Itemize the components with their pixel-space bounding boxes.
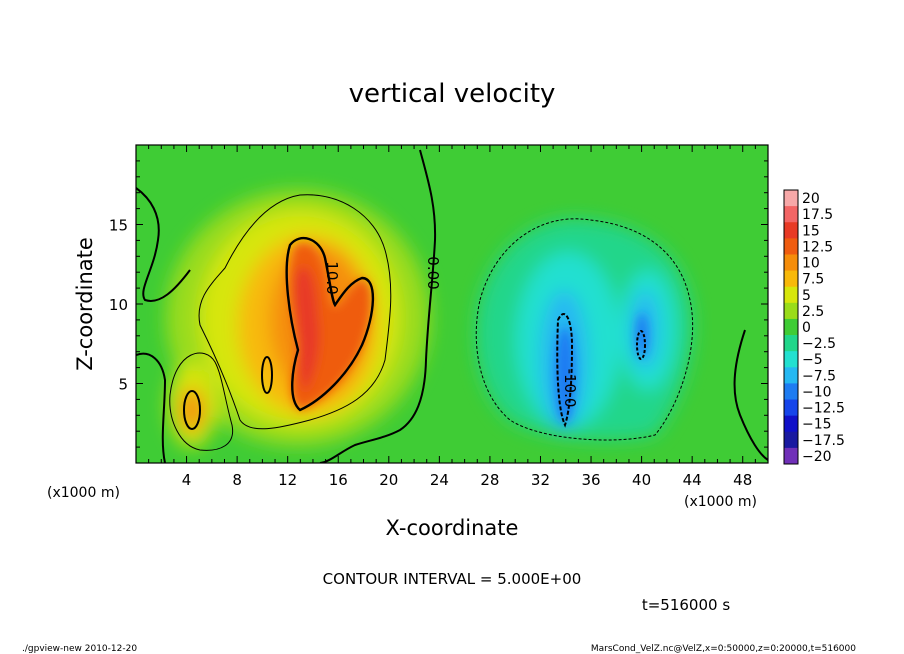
colorbar-swatch — [784, 206, 798, 223]
x-tick-label: 16 — [329, 471, 348, 489]
colorbar: 2017.51512.5107.552.50−2.5−5−7.5−10−12.5… — [783, 189, 845, 465]
colorbar-label: −10 — [802, 384, 832, 400]
updraft-15 — [294, 267, 320, 392]
contour-label: 10.0 — [323, 261, 341, 294]
chart-title: vertical velocity — [349, 79, 556, 109]
colorbar-swatch — [784, 431, 798, 449]
colorbar-swatch — [784, 399, 798, 417]
velocity-field — [136, 145, 768, 463]
x-tick-label: 28 — [480, 471, 499, 489]
x-tick-label: 36 — [581, 471, 600, 489]
colorbar-label: −5 — [802, 352, 823, 368]
colorbar-label: −2.5 — [802, 336, 836, 352]
colorbar-label: 17.5 — [802, 207, 833, 223]
colorbar-label: −15 — [802, 417, 832, 433]
downdraft-region — [476, 218, 693, 440]
colorbar-swatch — [784, 238, 798, 255]
colorbar-frame — [783, 189, 799, 465]
colorbar-swatch — [784, 270, 798, 288]
colorbar-swatch — [784, 318, 798, 336]
colorbar-swatch — [784, 351, 798, 368]
contour-label: -10.0 — [561, 369, 579, 408]
contour-interval-text: CONTOUR INTERVAL = 5.000E+00 — [323, 570, 582, 588]
colorbar-swatch — [784, 254, 798, 271]
contour-minus10-east — [636, 330, 646, 360]
x-unit-label-left: (x1000 m) — [47, 485, 120, 501]
y-axis-title: Z-coordinate — [73, 237, 97, 371]
colorbar-label: 5 — [802, 288, 811, 304]
colorbar-swatch — [784, 447, 798, 465]
contour-zero-east — [733, 329, 768, 461]
y-tick-label: 10 — [109, 296, 128, 314]
contour-label-group: 10.0 0.00 -10.0 — [323, 256, 579, 407]
footer-right: MarsCond_VelZ.nc@VelZ,x=0:50000,z=0:2000… — [591, 644, 856, 654]
colorbar-swatch — [784, 367, 798, 384]
colorbar-label: −17.5 — [802, 433, 845, 449]
colorbar-label: −20 — [802, 449, 832, 465]
x-tick-label: 44 — [683, 471, 702, 489]
colorbar-label: 15 — [802, 223, 820, 239]
colorbar-label: 7.5 — [802, 272, 824, 288]
colorbar-swatch — [784, 222, 798, 239]
colorbar-label: −7.5 — [802, 368, 836, 384]
contour-plus10-sliver — [261, 356, 273, 394]
contour-zero-main — [319, 149, 437, 463]
colorbar-label: 20 — [802, 191, 820, 207]
colorbar-swatch — [784, 335, 798, 352]
y-tick-label: 5 — [118, 376, 128, 394]
x-tick-label: 32 — [531, 471, 550, 489]
x-tick-label: 40 — [632, 471, 651, 489]
colorbar-label: 0 — [802, 320, 811, 336]
x-unit-label-right: (x1000 m) — [684, 494, 757, 510]
x-tick-label: 48 — [733, 471, 752, 489]
contour-plus10 — [285, 236, 375, 412]
x-axis-title: X-coordinate — [386, 516, 519, 540]
colorbar-swatch — [784, 286, 798, 304]
x-axis-ticks: 4 8 12 16 20 24 28 32 36 40 44 48 — [148, 145, 756, 489]
colorbar-swatch — [784, 415, 798, 433]
colorbar-swatch — [784, 302, 798, 320]
contour-plus5-small — [169, 352, 234, 451]
x-tick-label: 24 — [430, 471, 449, 489]
contour-minus5 — [475, 218, 694, 441]
contour-plus5 — [198, 194, 392, 430]
contour-zero-west — [136, 187, 191, 302]
colorbar-swatch — [784, 383, 798, 400]
colorbar-label: −12.5 — [802, 401, 845, 417]
x-tick-label: 4 — [182, 471, 192, 489]
colorbar-label: 10 — [802, 256, 820, 272]
x-tick-label: 12 — [278, 471, 297, 489]
time-text: t=516000 s — [642, 596, 730, 614]
downdraft-minus-10 — [555, 327, 575, 423]
y-tick-label: 15 — [109, 217, 128, 235]
colorbar-swatch — [784, 190, 798, 207]
colorbar-label: 12.5 — [802, 239, 833, 255]
updraft-core — [290, 243, 372, 410]
contour-lines — [136, 149, 768, 463]
contour-minus10 — [556, 313, 574, 428]
contour-zero-lower — [136, 352, 167, 463]
contour-label: 0.00 — [424, 256, 442, 289]
x-tick-label: 20 — [379, 471, 398, 489]
x-tick-label: 8 — [232, 471, 242, 489]
colorbar-label: 2.5 — [802, 304, 824, 320]
y-axis-ticks: 5 10 15 — [109, 160, 768, 448]
footer-left: ./gpview-new 2010-12-20 — [22, 644, 137, 654]
contour-plus10-small — [183, 390, 201, 430]
